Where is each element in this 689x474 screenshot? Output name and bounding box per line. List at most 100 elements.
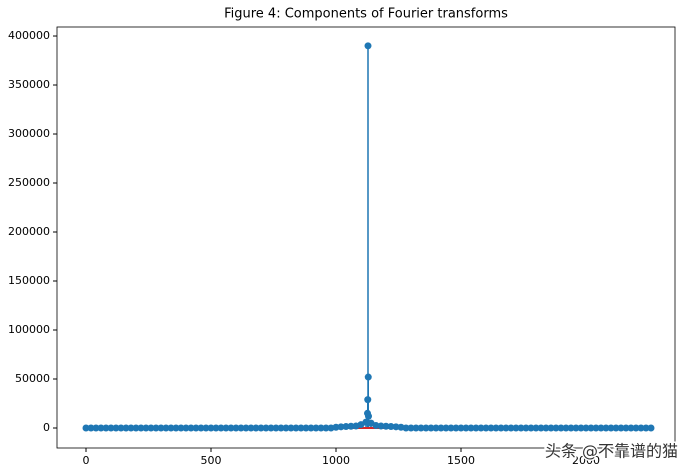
stem-marker [542, 424, 550, 432]
stem-marker [342, 423, 350, 431]
stem-marker [147, 424, 155, 432]
stem-marker [252, 424, 260, 432]
y-tick-label: 300000 [8, 127, 50, 140]
stem-marker [422, 424, 430, 432]
stem-marker [512, 424, 520, 432]
stem-marker [287, 424, 295, 432]
stem-marker [622, 424, 630, 432]
stem-marker [432, 424, 440, 432]
stem-marker [222, 424, 230, 432]
stem-marker [627, 424, 635, 432]
stem-marker [282, 424, 290, 432]
stem-marker [482, 424, 490, 432]
stem-marker [487, 424, 495, 432]
stem-marker [102, 424, 110, 432]
stem-marker [207, 424, 215, 432]
stem-marker [132, 424, 140, 432]
stem-marker [477, 424, 485, 432]
x-tick-label: 1000 [322, 454, 350, 467]
stem-marker [592, 424, 600, 432]
stem-marker [632, 424, 640, 432]
stem-marker [122, 424, 130, 432]
stem-marker [637, 424, 645, 432]
stem-marker [317, 424, 325, 432]
stem-marker [247, 424, 255, 432]
stem-marker [137, 424, 145, 432]
stem-marker [407, 424, 415, 432]
stem-marker [82, 424, 90, 432]
stem-marker [364, 373, 372, 381]
y-tick-label: 150000 [8, 274, 50, 287]
stem-marker [292, 424, 300, 432]
stem-marker [497, 424, 505, 432]
stem-marker [202, 424, 210, 432]
stem-marker [647, 424, 655, 432]
stem-marker [182, 424, 190, 432]
stem-marker [402, 424, 410, 432]
chart-title: Figure 4: Components of Fourier transfor… [224, 7, 508, 22]
stem-marker [117, 424, 125, 432]
stem-marker [552, 424, 560, 432]
stem-marker [412, 424, 420, 432]
stem-marker [237, 424, 245, 432]
stem-marker [547, 424, 555, 432]
y-tick-label: 350000 [8, 78, 50, 91]
stem-marker [417, 424, 425, 432]
stem-marker [172, 424, 180, 432]
stem-marker [602, 424, 610, 432]
x-tick-label: 0 [83, 454, 90, 467]
stem-marker [307, 424, 315, 432]
y-tick-label: 0 [43, 421, 50, 434]
stem-marker [427, 424, 435, 432]
stem-marker [142, 424, 150, 432]
stem-marker [557, 424, 565, 432]
x-tick-label: 500 [201, 454, 222, 467]
stem-marker [447, 424, 455, 432]
stem-marker [577, 424, 585, 432]
stem-marker [587, 424, 595, 432]
stem-marker [177, 424, 185, 432]
stem-marker [437, 424, 445, 432]
stem-marker [217, 424, 225, 432]
y-tick-label: 100000 [8, 323, 50, 336]
stem-marker [312, 424, 320, 432]
stem-marker [112, 424, 120, 432]
stem-marker [92, 424, 100, 432]
stem-marker [212, 424, 220, 432]
stem-marker [502, 424, 510, 432]
stem-marker [364, 396, 372, 404]
stem-marker [192, 424, 200, 432]
stem-marker [462, 424, 470, 432]
stem-marker [242, 424, 250, 432]
stem-marker [507, 424, 515, 432]
stem-marker [382, 422, 390, 430]
stem-marker [517, 424, 525, 432]
stem-marker [572, 424, 580, 432]
stem-marker [87, 424, 95, 432]
stem-marker [127, 424, 135, 432]
y-tick-label: 400000 [8, 29, 50, 42]
stem-marker [364, 42, 372, 50]
stem-marker [537, 424, 545, 432]
stem-marker [152, 424, 160, 432]
stem-marker [365, 412, 372, 420]
stem-marker [612, 424, 620, 432]
stem-marker [387, 423, 395, 431]
stem-marker [187, 424, 195, 432]
stem-marker [452, 424, 460, 432]
stem-marker [597, 424, 605, 432]
stem-marker [617, 424, 625, 432]
stem-marker [607, 424, 615, 432]
x-tick-label: 1500 [447, 454, 475, 467]
stem-marker [272, 424, 280, 432]
stem-marker [532, 424, 540, 432]
stem-marker [392, 423, 400, 431]
stem-marker [642, 424, 650, 432]
stem-marker [232, 424, 240, 432]
stem-marker [322, 424, 330, 432]
stem-marker [442, 424, 450, 432]
stem-marker [472, 424, 480, 432]
stem-marker [527, 424, 535, 432]
watermark: 头条 @不靠谱的猫 [545, 442, 678, 461]
